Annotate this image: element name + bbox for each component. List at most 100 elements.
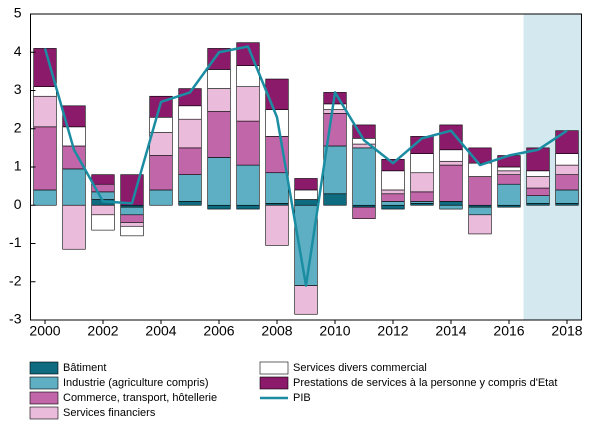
bar-segment [294, 178, 318, 191]
bar-segment [62, 126, 86, 147]
bar-segment [120, 225, 144, 237]
bar-segment [381, 201, 405, 206]
x-tick-label: 2000 [29, 323, 60, 339]
bar-segment [178, 118, 202, 149]
x-tick-label: 2004 [145, 323, 176, 339]
line [43, 45, 568, 287]
y-tick-label: -2 [9, 272, 22, 288]
y-tick-label: -3 [9, 311, 22, 327]
legend-label: Bâtiment [63, 362, 106, 374]
bar-segment [120, 214, 144, 223]
bar-segment [468, 206, 492, 216]
legend-label: Prestations de services à la personne y … [293, 377, 557, 389]
bar-segment [439, 124, 463, 151]
bar-segment [265, 78, 289, 110]
bar-segment [555, 174, 579, 191]
bar-segment [526, 195, 550, 204]
bar-segment [149, 95, 173, 118]
bar-segment [265, 204, 289, 246]
bar-segment [468, 176, 492, 206]
bar-segment [265, 172, 289, 204]
bar-segment [294, 285, 318, 315]
y-tick-label: 4 [14, 43, 22, 59]
bar-segment [207, 48, 231, 70]
bar-segment [91, 174, 115, 185]
bar-segment [439, 149, 463, 162]
bar-segment [178, 105, 202, 120]
bar-segment [207, 204, 231, 210]
bar-segment [207, 111, 231, 158]
bar-segment [149, 132, 173, 156]
y-tick-label: 2 [14, 119, 22, 135]
y-tick-label: 1 [14, 158, 22, 174]
legend-swatch [259, 376, 289, 390]
y-tick-label: 5 [14, 5, 22, 21]
y-tick-label: 3 [14, 81, 22, 97]
bar-segment [33, 48, 57, 87]
bar-segment [555, 164, 579, 175]
x-tick-label: 2006 [203, 323, 234, 339]
bar-segment [323, 109, 347, 114]
bar-segment [236, 164, 260, 206]
bar-segment [439, 164, 463, 202]
bar-segment [555, 130, 579, 154]
bar-segment [381, 193, 405, 202]
bar-segment [410, 153, 434, 174]
bar-segment [410, 136, 434, 154]
bar-segment [62, 105, 86, 128]
legend-label: PIB [293, 392, 311, 404]
bar-segment [439, 204, 463, 210]
x-tick-label: 2010 [319, 323, 350, 339]
legend-label: Commerce, transport, hôtellerie [63, 392, 217, 404]
bar-segment [352, 206, 376, 219]
bar-segment [526, 187, 550, 196]
legend-swatch [29, 391, 59, 405]
bar-segment [410, 191, 434, 202]
x-tick-label: 2018 [551, 323, 582, 339]
bar-segment [91, 191, 115, 200]
x-tick-label: 2002 [87, 323, 118, 339]
legend-label: Services divers commercial [293, 362, 427, 374]
bar-segment [62, 204, 86, 250]
bar-segment [323, 193, 347, 206]
bar-segment [33, 95, 57, 128]
bar-segment [381, 170, 405, 191]
bar-segment [33, 189, 57, 206]
bar-segment [526, 147, 550, 172]
bar-segment [236, 86, 260, 122]
bar-segment [149, 155, 173, 191]
bar-segment [236, 120, 260, 166]
y-tick-label: 0 [14, 196, 22, 212]
bar-segment [497, 183, 521, 206]
legend-swatch [29, 376, 59, 390]
bar-segment [62, 168, 86, 206]
bar-segment [555, 189, 579, 204]
bar-segment [439, 160, 463, 166]
bar-segment [526, 176, 550, 189]
x-tick-label: 2016 [493, 323, 524, 339]
legend-swatch [259, 361, 289, 375]
bar-segment [410, 172, 434, 193]
x-tick-label: 2012 [377, 323, 408, 339]
bar-segment [178, 147, 202, 175]
bar-segment [91, 214, 115, 231]
bar-segment [178, 174, 202, 202]
legend-label: Services financiers [63, 407, 156, 419]
bar-segment [381, 189, 405, 195]
x-tick-label: 2008 [261, 323, 292, 339]
bar-segment [294, 189, 318, 200]
legend-swatch [29, 361, 59, 375]
bar-segment [439, 201, 463, 206]
bar-segment [381, 204, 405, 210]
bar-segment [526, 170, 550, 177]
legend-swatch [29, 406, 59, 420]
bar-segment [468, 214, 492, 235]
bar-segment [33, 126, 57, 191]
bar-segment [207, 88, 231, 112]
bar-segment [236, 204, 260, 210]
bar-segment [497, 174, 521, 185]
bar-segment [91, 204, 115, 216]
x-tick-label: 2014 [435, 323, 466, 339]
bar-segment [207, 157, 231, 206]
